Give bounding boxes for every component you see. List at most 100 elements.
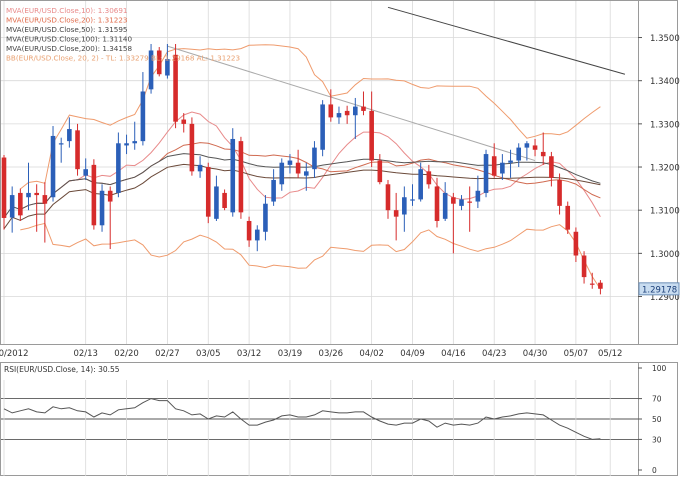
price-panel-frame — [0, 0, 678, 345]
candle-up — [336, 113, 342, 118]
candle-down — [589, 283, 595, 285]
candle-up — [402, 197, 407, 215]
candle-up — [442, 192, 448, 219]
rsi-tick-label: 30 — [652, 435, 662, 444]
candle-down — [238, 141, 244, 213]
date-tick-label: 05/12 — [598, 349, 623, 359]
candle-up — [140, 91, 146, 142]
date-tick-label: 05/07 — [564, 349, 589, 359]
candle-up — [312, 147, 317, 170]
candle-up — [230, 138, 236, 213]
date-tick-label: 04/09 — [400, 349, 425, 359]
candle-up — [197, 164, 203, 172]
candle-up — [116, 143, 121, 193]
candle-down — [573, 231, 579, 256]
candle-up — [483, 154, 489, 193]
candle-down — [295, 162, 301, 174]
candle-up — [67, 129, 72, 142]
rsi-tick-label: 70 — [652, 395, 662, 404]
rsi-label: RSI(EUR/USD.Close, 14): 30.55 — [4, 365, 120, 374]
legend-entry: MVA(EUR/USD.Close,20): 1.31223 — [6, 16, 127, 25]
candle-up — [271, 179, 276, 202]
candle-down — [565, 205, 571, 230]
legend-entry: MVA(EUR/USD.Close,50): 1.31595 — [6, 25, 127, 34]
candle-down — [369, 110, 374, 161]
candle-down — [1, 157, 7, 218]
candle-up — [410, 199, 415, 201]
date-tick-label: 04/16 — [441, 349, 466, 359]
candle-up — [26, 192, 31, 198]
date-tick-label: 02/13 — [73, 349, 98, 359]
last-price-label: 1.29178 — [642, 285, 677, 295]
date-tick-label: 04/02 — [359, 349, 384, 359]
candle-down — [549, 156, 554, 178]
candle-down — [393, 210, 399, 217]
date-tick-label: 01/30/2012 — [0, 349, 29, 359]
trendline — [167, 45, 536, 162]
candle-down — [451, 197, 456, 204]
legend-entry: BB(EUR/USD.Close, 20, 2) - TL: 1.33279 B… — [6, 54, 240, 63]
candle-down — [557, 179, 562, 206]
candle-up — [83, 169, 88, 176]
candle-down — [426, 171, 432, 185]
candle-up — [165, 59, 170, 76]
candle-up — [500, 162, 505, 174]
date-tick-label: 04/23 — [482, 349, 507, 359]
date-tick-label: 03/12 — [237, 349, 262, 359]
candle-down — [467, 201, 472, 203]
price-tick-label: 1.3200 — [650, 164, 680, 174]
rsi-tick-label: 50 — [652, 415, 662, 424]
rsi-tick-label: 0 — [652, 466, 657, 475]
candle-down — [222, 192, 227, 209]
candle-down — [328, 104, 334, 118]
candle-down — [540, 151, 546, 157]
price-tick-label: 1.3000 — [650, 250, 680, 260]
candle-down — [246, 220, 252, 241]
candle-up — [214, 186, 219, 219]
candle-up — [254, 229, 260, 241]
candle-up — [58, 143, 64, 145]
candle-up — [99, 190, 105, 226]
price-tick-label: 1.3300 — [650, 120, 680, 130]
candle-down — [181, 119, 187, 124]
candle-down — [156, 50, 162, 75]
candle-up — [9, 195, 15, 218]
candle-down — [361, 106, 366, 111]
candle-down — [491, 156, 497, 176]
bollinger-lower-band — [20, 222, 601, 290]
price-tick-label: 1.3400 — [650, 77, 680, 87]
candle-down — [75, 130, 80, 170]
price-tick-label: 1.2900 — [650, 293, 680, 303]
candle-down — [18, 192, 23, 216]
candle-down — [434, 186, 440, 221]
candle-down — [34, 192, 39, 196]
price-tick-label: 1.3500 — [650, 34, 680, 44]
candle-down — [107, 190, 113, 202]
candle-up — [263, 203, 268, 232]
candle-up — [303, 171, 309, 176]
candle-up — [279, 162, 285, 185]
candle-down — [581, 255, 587, 278]
date-tick-label: 02/20 — [114, 349, 139, 359]
mva-200-line — [387, 6, 626, 75]
legend-entry: MVA(EUR/USD.Close,200): 1.34158 — [6, 44, 132, 53]
candle-down — [532, 145, 538, 150]
candle-up — [124, 143, 129, 146]
candle-up — [524, 143, 530, 148]
date-tick-label: 03/26 — [319, 349, 344, 359]
candle-down — [205, 167, 211, 217]
candle-up — [50, 135, 56, 198]
date-tick-label: 02/27 — [155, 349, 180, 359]
candle-down — [385, 184, 391, 211]
candle-up — [475, 190, 481, 202]
candle-up — [320, 104, 325, 150]
candle-up — [516, 147, 522, 161]
last-price-box — [638, 282, 680, 296]
candle-up — [132, 141, 138, 144]
candle-up — [148, 50, 154, 90]
date-tick-label: 03/05 — [196, 349, 221, 359]
date-tick-label: 04/30 — [523, 349, 548, 359]
legend-entry: MVA(EUR/USD.Close,100): 1.31140 — [6, 35, 132, 44]
